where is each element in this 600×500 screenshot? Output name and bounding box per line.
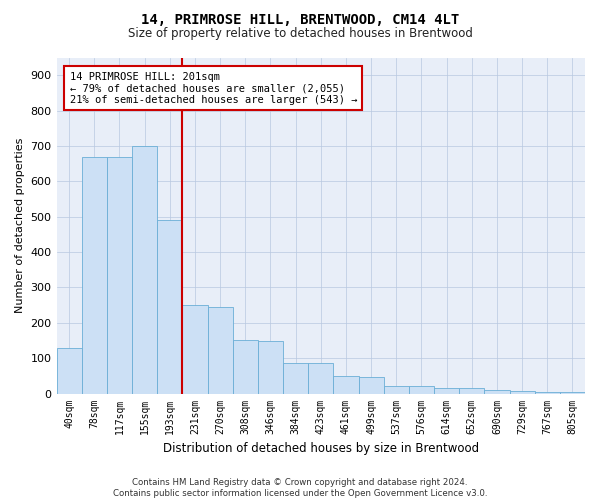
Bar bbox=[434, 388, 459, 394]
Bar bbox=[233, 340, 258, 394]
Bar bbox=[459, 388, 484, 394]
Bar bbox=[308, 364, 334, 394]
Bar bbox=[56, 348, 82, 394]
Bar bbox=[107, 156, 132, 394]
Bar bbox=[182, 305, 208, 394]
Text: 14, PRIMROSE HILL, BRENTWOOD, CM14 4LT: 14, PRIMROSE HILL, BRENTWOOD, CM14 4LT bbox=[141, 12, 459, 26]
Bar bbox=[82, 156, 107, 394]
Bar bbox=[509, 390, 535, 394]
Bar bbox=[409, 386, 434, 394]
Bar bbox=[383, 386, 409, 394]
X-axis label: Distribution of detached houses by size in Brentwood: Distribution of detached houses by size … bbox=[163, 442, 479, 455]
Bar bbox=[283, 364, 308, 394]
Text: Size of property relative to detached houses in Brentwood: Size of property relative to detached ho… bbox=[128, 28, 472, 40]
Bar bbox=[484, 390, 509, 394]
Bar bbox=[334, 376, 359, 394]
Bar bbox=[560, 392, 585, 394]
Y-axis label: Number of detached properties: Number of detached properties bbox=[15, 138, 25, 313]
Bar bbox=[132, 146, 157, 394]
Text: Contains HM Land Registry data © Crown copyright and database right 2024.
Contai: Contains HM Land Registry data © Crown c… bbox=[113, 478, 487, 498]
Text: 14 PRIMROSE HILL: 201sqm
← 79% of detached houses are smaller (2,055)
21% of sem: 14 PRIMROSE HILL: 201sqm ← 79% of detach… bbox=[70, 72, 357, 105]
Bar bbox=[157, 220, 182, 394]
Bar bbox=[208, 307, 233, 394]
Bar bbox=[535, 392, 560, 394]
Bar bbox=[258, 341, 283, 394]
Bar bbox=[359, 376, 383, 394]
